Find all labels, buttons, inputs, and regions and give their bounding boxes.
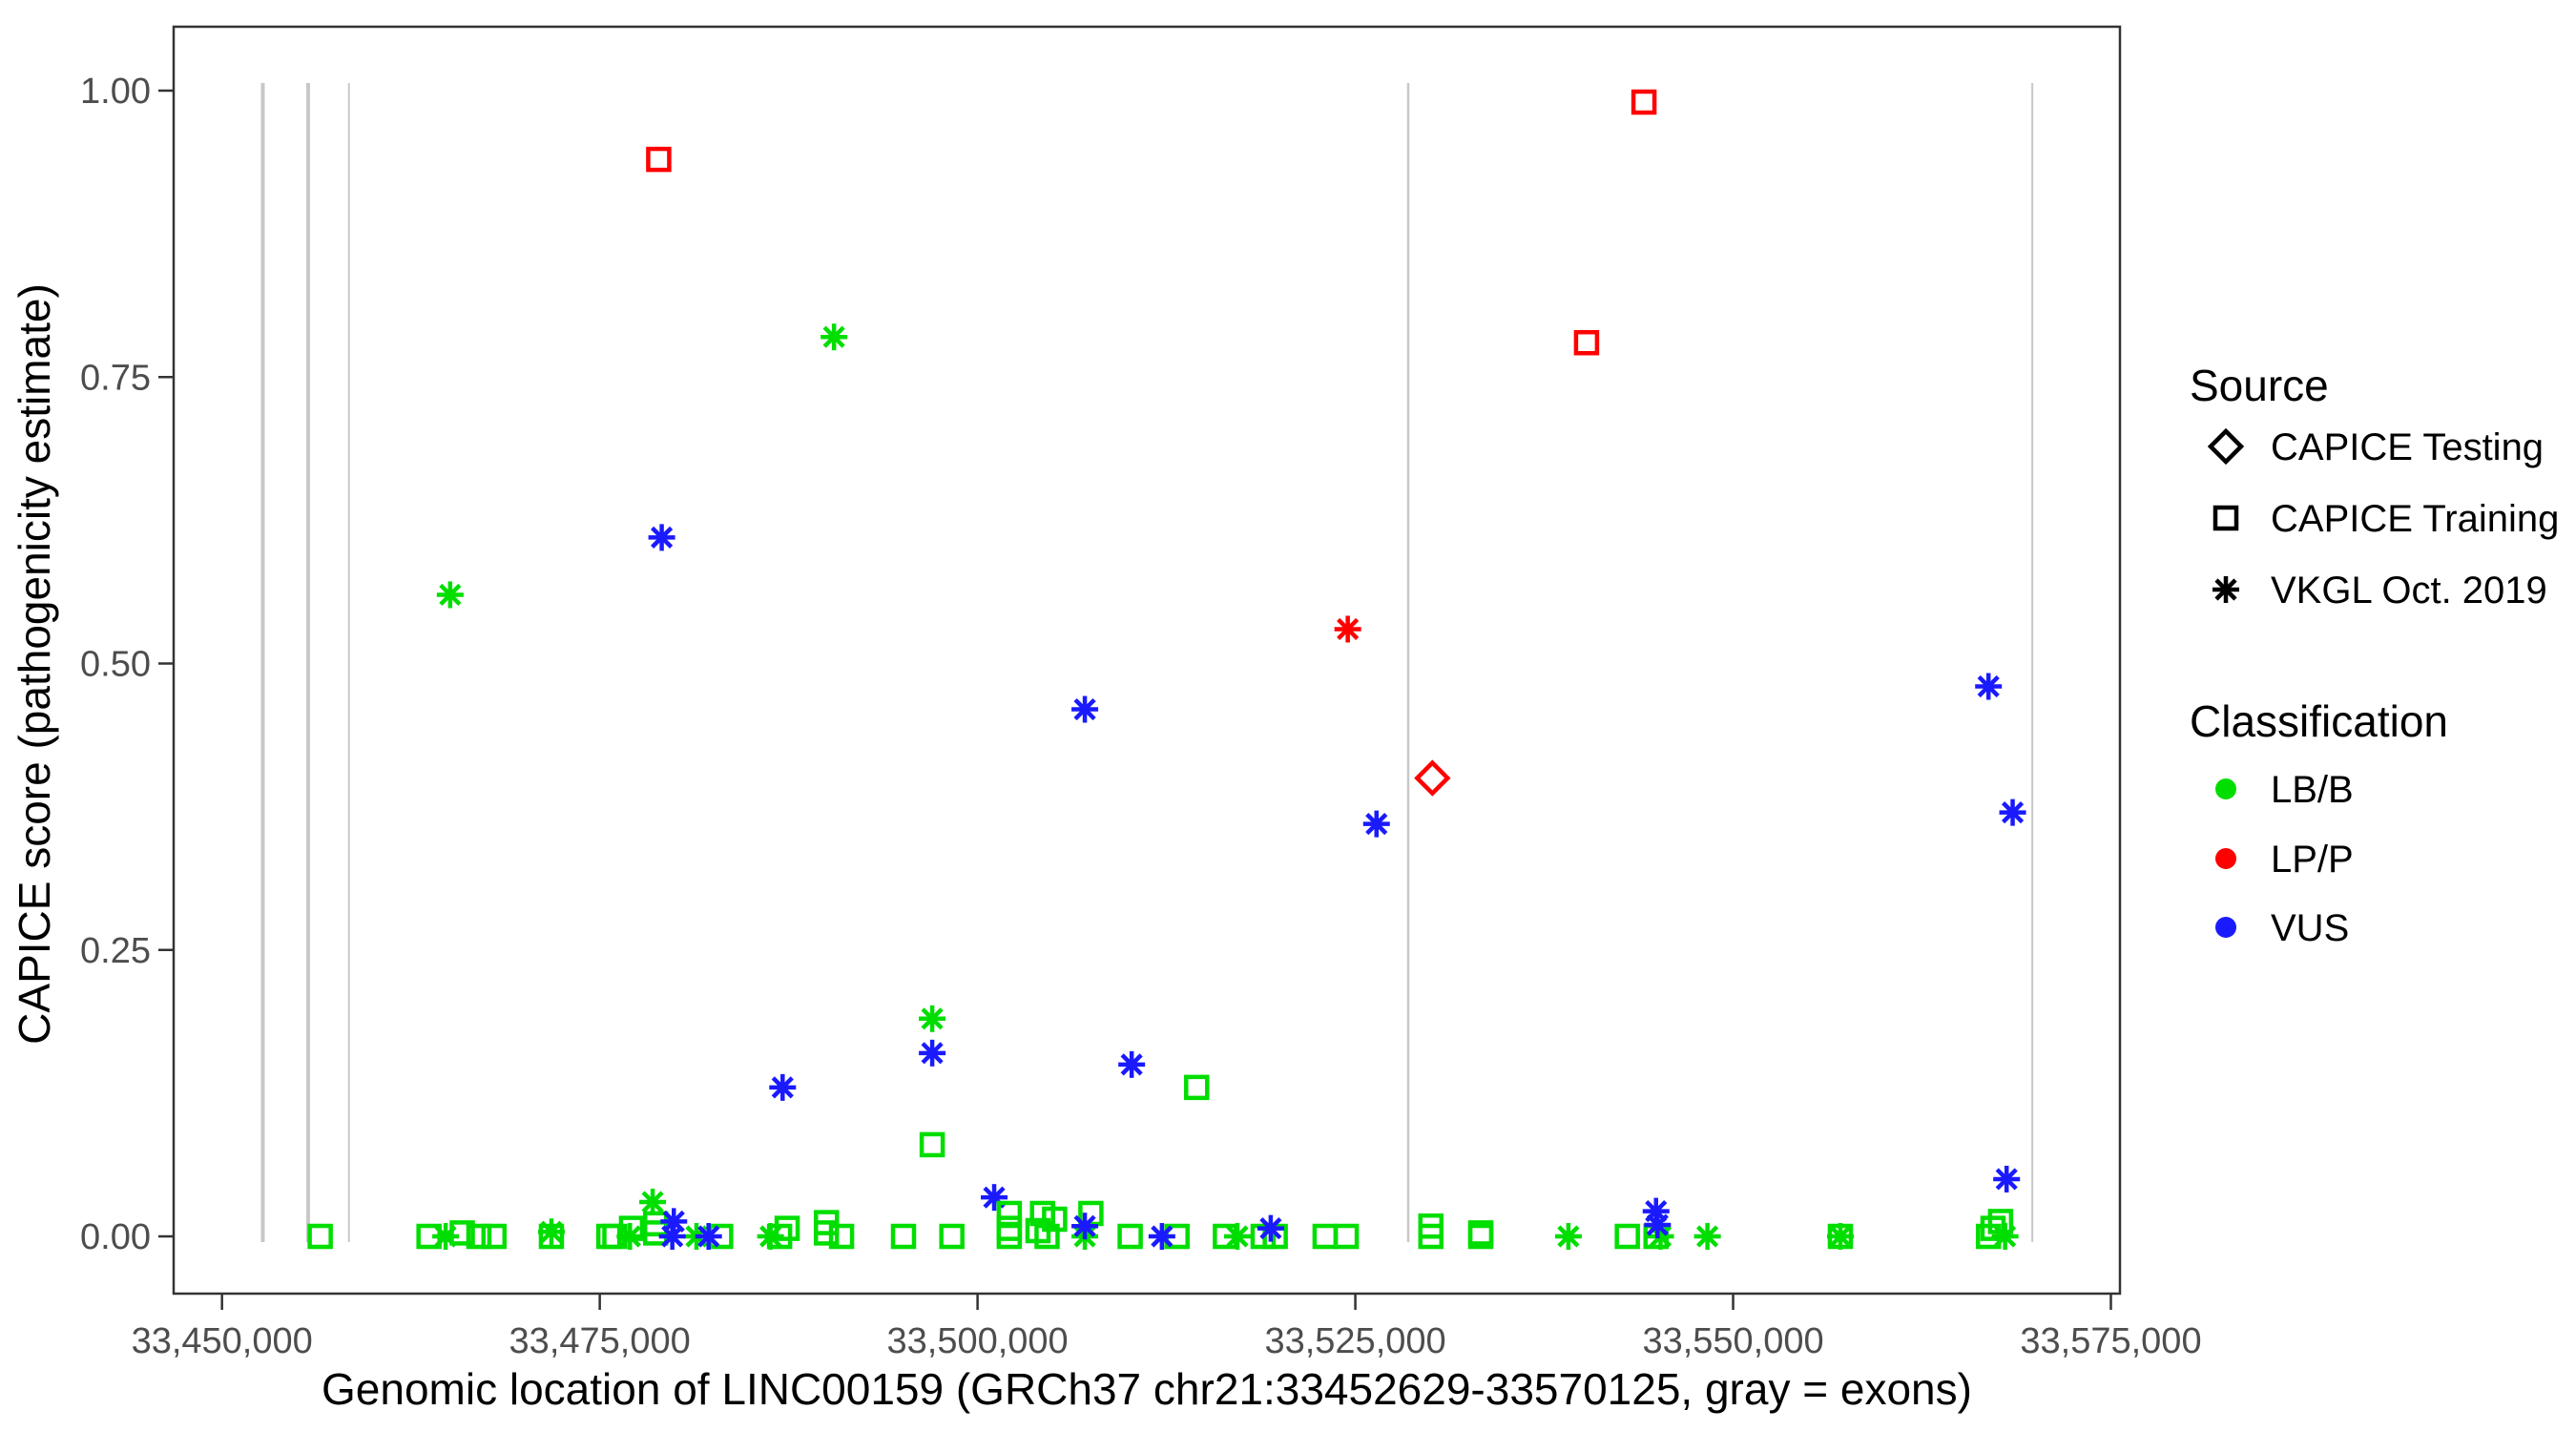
x-axis: 33,450,000 33,475,000 33,500,000 33,525,000…	[132, 1294, 2202, 1361]
data-points	[307, 89, 2026, 1250]
data-point	[1693, 1223, 1721, 1250]
legend: Source CAPICE Testing CAPICE Training VKGL…	[2190, 361, 2559, 949]
data-point	[757, 1223, 784, 1250]
data-point	[1644, 1211, 1672, 1238]
data-point	[1184, 1074, 1210, 1101]
data-point	[1224, 1223, 1252, 1250]
data-point	[1117, 1223, 1143, 1250]
legend-source-title: Source	[2190, 361, 2329, 410]
data-point	[466, 1223, 492, 1250]
data-point	[890, 1223, 917, 1250]
data-point	[481, 1223, 508, 1250]
y-tick-label: 1.00	[80, 72, 151, 112]
data-point	[813, 1220, 840, 1246]
data-point	[1034, 1223, 1060, 1250]
data-point	[1071, 1213, 1099, 1240]
data-point	[307, 1223, 333, 1250]
legend-item-label: CAPICE Testing	[2271, 426, 2544, 468]
data-point	[919, 1005, 946, 1032]
data-point	[769, 1073, 797, 1101]
data-point	[639, 1188, 667, 1215]
data-point	[1631, 89, 1657, 115]
legend-square-icon	[2212, 505, 2239, 531]
data-point	[1418, 1223, 1444, 1250]
y-axis: 0.00 0.25 0.50 0.75 1.00	[80, 72, 174, 1257]
panel-border	[172, 25, 2122, 1296]
data-point	[537, 1218, 565, 1246]
data-point	[919, 1131, 945, 1158]
legend-dot-icon	[2215, 917, 2236, 938]
x-tick-label: 33,550,000	[1642, 1321, 1823, 1361]
data-point	[828, 1223, 855, 1250]
x-tick-label: 33,450,000	[132, 1321, 313, 1361]
data-point	[1148, 1223, 1175, 1250]
x-tick-label: 33,575,000	[2020, 1321, 2201, 1361]
data-point	[1993, 1165, 2021, 1192]
x-tick-label: 33,500,000	[887, 1321, 1069, 1361]
data-point	[1257, 1214, 1284, 1242]
legend-dot-icon	[2215, 848, 2236, 869]
data-point	[1362, 810, 1390, 838]
y-tick-label: 0.75	[80, 358, 151, 398]
legend-dot-icon	[2215, 778, 2236, 799]
legend-item-label: CAPICE Training	[2271, 498, 2559, 540]
data-point	[996, 1223, 1023, 1250]
data-point	[1334, 615, 1361, 643]
data-point	[919, 1039, 946, 1067]
legend-item-label: VKGL Oct. 2019	[2271, 570, 2547, 612]
x-tick-label: 33,525,000	[1264, 1321, 1445, 1361]
data-point	[646, 146, 672, 173]
data-point	[1071, 695, 1099, 723]
x-tick-label: 33,475,000	[509, 1321, 691, 1361]
data-point	[1991, 1223, 2019, 1250]
plot-background	[174, 27, 2120, 1294]
data-point	[981, 1184, 1008, 1212]
data-point	[939, 1223, 965, 1250]
legend-item-label: LP/P	[2271, 839, 2354, 881]
data-point	[616, 1223, 644, 1250]
y-tick-label: 0.50	[80, 645, 151, 685]
data-point	[1573, 329, 1600, 356]
data-point	[1999, 798, 2026, 826]
data-point	[432, 1223, 460, 1250]
legend-item-label: VUS	[2271, 907, 2349, 949]
data-point	[821, 323, 848, 351]
y-axis-title: CAPICE score (pathogenicity estimate)	[10, 283, 59, 1045]
data-point	[695, 1223, 722, 1250]
data-point	[1554, 1223, 1582, 1250]
data-point	[658, 1223, 686, 1250]
data-point	[1975, 673, 2003, 700]
data-point	[1414, 759, 1451, 797]
data-point	[1118, 1050, 1146, 1078]
exon-lines	[260, 83, 2034, 1242]
data-point	[648, 524, 675, 551]
legend-diamond-icon	[2207, 427, 2245, 466]
data-point	[436, 581, 464, 609]
legend-asterisk-icon	[2212, 576, 2239, 603]
data-point	[1467, 1223, 1494, 1250]
x-axis-title: Genomic location of LINC00159 (GRCh37 ch…	[322, 1364, 1972, 1414]
data-point	[1333, 1223, 1360, 1250]
legend-classification-title: Classification	[2190, 696, 2448, 746]
y-tick-label: 0.25	[80, 931, 151, 971]
data-point	[1826, 1223, 1854, 1250]
data-point	[1614, 1223, 1640, 1250]
y-tick-label: 0.00	[80, 1217, 151, 1257]
legend-item-label: LB/B	[2271, 769, 2354, 811]
